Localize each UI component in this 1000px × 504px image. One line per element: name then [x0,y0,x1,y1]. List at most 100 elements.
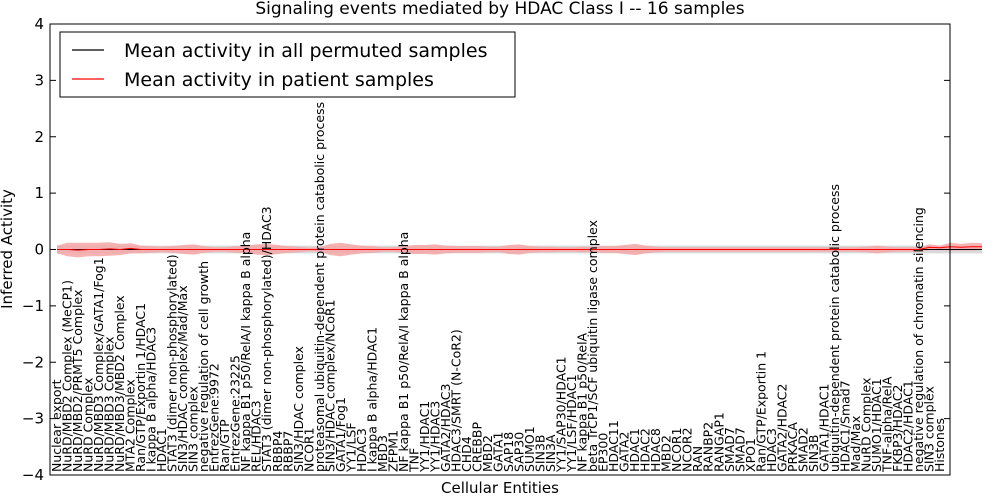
y-tick-label: 1 [34,184,44,202]
entity-label: YY1/LSF [343,422,358,473]
entity-label: NuRD/MBD3 Complex/GATA1/Fog1 [91,257,106,472]
entity-label: SIN3B [806,435,821,473]
entity-label: proteasomal ubiquitin-dependent protein … [312,102,327,472]
entity-label: HDAC1 [627,428,642,472]
entity-label: RBBP7 [280,431,295,472]
entity-label: CREBBP [470,422,485,472]
legend-label-0: Mean activity in all permuted samples [124,40,487,62]
entity-label: HDAC3 [354,428,369,472]
entity-label: NuRD Complex [81,378,96,472]
legend-label-1: Mean activity in patient samples [124,69,434,91]
entity-label: I kappa B alpha/HDAC1 [364,327,379,472]
y-tick-label: −1 [22,297,44,315]
entity-label: HDAC3/SMRT (N-CoR2) [449,329,464,472]
entity-label: NCOR1 [669,427,684,472]
entity-label: negative regulation of chromatin silenci… [911,207,926,472]
entity-label: HDAC2 [638,428,653,472]
y-ticks: 4 3 2 1 0 −1 −2 −3 −4 [22,15,950,484]
entity-label: GATA2/HDAC3 [438,384,453,472]
entity-label: MBD2 [659,435,674,472]
entity-label: TNF [406,448,421,473]
entity-label: EntrezGene:23225 [228,355,243,472]
entity-label: STAT3 (dimer non-phosphorylated)/HDAC3 [259,206,274,472]
entity-label: RBBP4 [270,431,285,472]
entity-label: GATA2 [617,432,632,472]
entity-label: RANGAP1 [711,412,726,472]
entity-label: HDAC11 [606,420,621,472]
entity-label: EntrezGene:9972 [207,363,222,472]
entity-label: STAT3 (dimer non-phosphorylated) [165,254,180,472]
entity-label: TNF-alpha/RelA [879,376,894,473]
entity-label: PRKACA [785,422,800,472]
entity-label: SIN3A [543,434,558,472]
entity-label: GATA1/HDAC1 [816,384,831,472]
entity-label: SIN3/HDAC complex [291,346,306,472]
entity-label: SIN3/HDAC complex/NCoR1 [322,299,337,472]
entity-label: YY1/SAP30/HDAC1 [554,356,569,473]
entity-label: XPO1 [743,438,758,472]
entity-label: HDAC1 [154,428,169,472]
plot-area [57,242,982,258]
entity-label: Nuclear export [49,379,64,472]
y-tick-label: 2 [34,128,44,146]
legend: Mean activity in all permuted samples Mea… [59,31,516,98]
y-tick-label: −2 [22,353,44,371]
entity-label: YY1/HDAC3 [427,401,442,473]
entity-label: NuRD Complex [858,378,873,472]
entity-label: NuRD/MBD3 Complex [102,336,117,472]
entity-label: CHD4 [459,436,474,472]
entity-label: REL/HDAC3 [249,400,264,472]
entity-label: HDAC8 [648,428,663,472]
series-1-line [57,246,982,251]
entity-label: EP300 [596,433,611,472]
entity-label: HDAC2/HDAC1 [901,380,916,472]
y-tick-label: 3 [34,71,44,89]
entity-label: YY1/LSF/HDAC1 [564,374,579,473]
entity-label: RANBP2 [701,422,716,472]
y-tick-label: −4 [22,466,44,484]
entity-label: NuRD/MBD2/PRMT5 Complex [70,290,85,472]
entity-label: SAP30 [512,432,527,472]
chart-title: Signaling events mediated by HDAC Class … [255,0,744,19]
plot-frame [49,23,951,476]
entity-label: RAN [690,446,705,472]
entity-label: I kappa B alpha/HDAC3 [144,327,159,472]
entity-label: Ran/GTP/Exportin 1 [753,351,768,472]
entity-label: SUMO1/HDAC1 [869,378,884,472]
entity-label: NF kappa B1 p50/RelA [575,332,590,472]
y-tick-label: 4 [34,15,44,33]
entity-label: GATA1 [491,432,506,472]
entity-label: NCOR1 [301,427,316,472]
entity-label: SIN3/HDAC complex/Mad/Max [175,285,190,472]
entity-label: NF kappa B1 p50/RelA/I kappa B alpha [238,232,253,472]
entity-label: MBD3 [375,435,390,472]
entity-label: SMAD2 [795,427,810,472]
entity-label: Ran/GTP/Exportin 1/HDAC1 [133,303,148,472]
entity-label: NF kappa B1 p50/RelA/I kappa B alpha [396,232,411,472]
entity-label: ubiquitin-dependent protein catabolic pr… [827,184,842,472]
entity-label: SMAD7 [732,427,747,472]
y-tick-label: 0 [34,241,44,259]
entity-label: YY1/HDAC1 [417,401,432,473]
entity-label: HDAC3 [764,428,779,472]
entity-label: HDAC1/Smad7 [837,380,852,472]
x-axis-label: Cellular Entities [441,479,559,497]
entity-label: MTA2 Complex [123,379,138,472]
entity-label: Mad/Max [848,416,863,472]
entity-label: Histones [932,418,947,472]
entity-label: SIN3 complex [922,386,937,472]
entity-label: NCOR2 [680,427,695,472]
entity-label: FKBP3/HDAC2 [890,385,905,472]
entity-label: beta TrCP1/SCF ubiquitin ligase complex [585,220,600,472]
entity-label: SMAD7 [722,427,737,472]
entity-label: SIN3 complex [186,386,201,472]
entity-label: GATA1/Fog1 [333,397,348,472]
y-tick-label: −3 [22,410,44,428]
legend-box [59,31,516,98]
entity-label: NuRD/MBD3/MBD2 Complex [112,295,127,472]
entity-label: negative regulation of cell growth [196,261,211,472]
y-axis-label: Inferred Activity [0,189,16,309]
entity-label: Ran/GTP [217,419,232,472]
